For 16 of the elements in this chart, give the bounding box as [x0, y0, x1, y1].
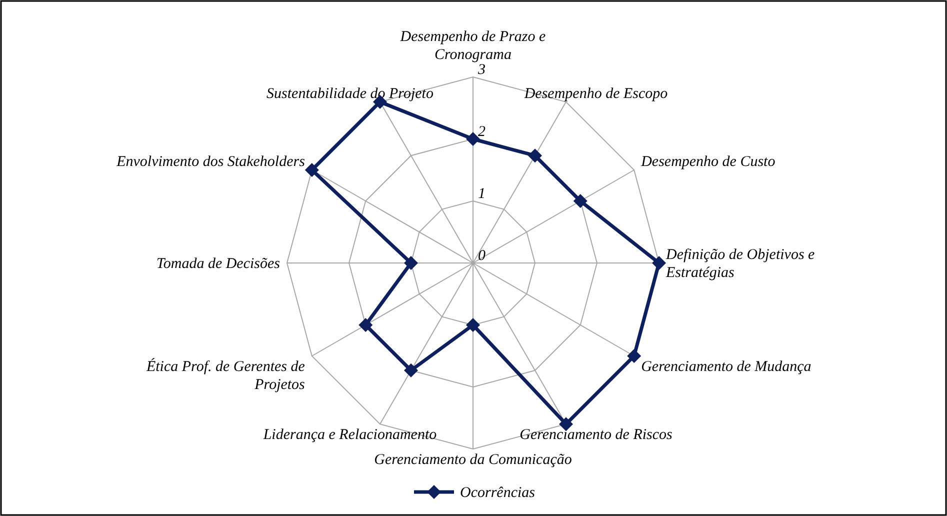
spoke-label: Gerenciamento de Riscos	[520, 427, 673, 444]
spoke-label: Desempenho de Escopo	[523, 86, 668, 102]
y-tick-label: 0	[478, 248, 486, 264]
spoke-label: Desempenho de Prazo e Cronograma	[399, 29, 546, 63]
y-tick-label: 2	[478, 124, 486, 140]
y-tick-label: 3	[477, 62, 486, 78]
spoke-label: Tomada de Decisões	[156, 256, 280, 272]
legend-label: Ocorrências	[460, 485, 536, 501]
spoke-label: Envolvimento dos Stakeholders	[116, 154, 306, 170]
spoke-label: Definição de Objetivos e Estratégias	[665, 247, 816, 281]
spoke-label: Ética Prof. de Gerentes de Projetos	[145, 358, 306, 393]
spoke-label: Gerenciamento de Mudança	[641, 359, 812, 375]
spoke-label: Gerenciamento da Comunicação	[374, 452, 572, 468]
spoke-label: Desempenho de Custo	[640, 154, 776, 170]
spoke-label: Liderança e Relacionamento	[262, 427, 438, 444]
y-tick-label: 1	[478, 186, 486, 202]
